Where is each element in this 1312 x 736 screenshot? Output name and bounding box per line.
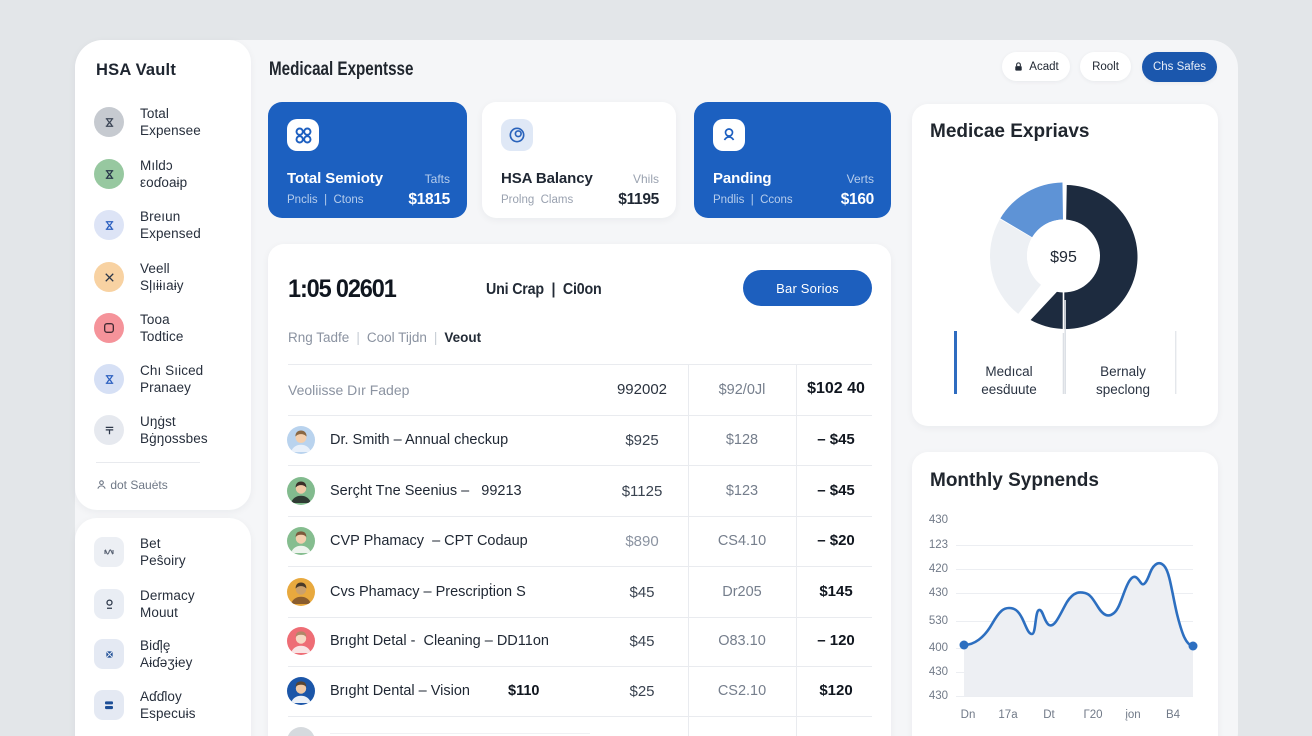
svg-text:$95: $95 (1050, 249, 1077, 266)
svg-text:speclong: speclong (1096, 382, 1150, 397)
svg-text:Medıcal: Medıcal (985, 364, 1032, 379)
svg-text:Bernaly: Bernaly (1100, 364, 1146, 379)
svg-text:ееsḋuute: ееsḋuute (981, 382, 1037, 397)
